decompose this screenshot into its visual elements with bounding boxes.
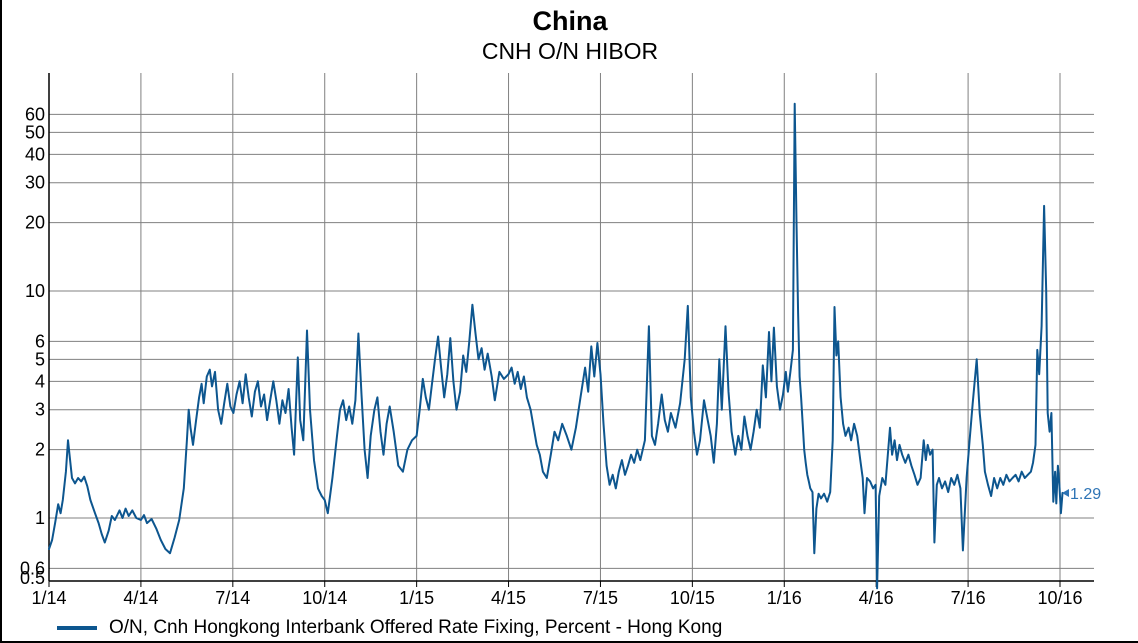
x-tick-label: 1/14 [31, 588, 66, 608]
series-line [48, 102, 1064, 590]
y-tick-label: 40 [25, 144, 45, 164]
grid-layer [48, 73, 1094, 581]
y-tick-label: 3 [35, 400, 45, 420]
axis-layer [48, 73, 1094, 587]
legend-label: O/N, Cnh Hongkong Interbank Offered Rate… [109, 617, 723, 638]
x-tick-label: 10/15 [670, 588, 715, 608]
y-tick-label: 20 [25, 213, 45, 233]
y-tick-label: 6 [35, 331, 45, 351]
y-tick-label: 2 [35, 440, 45, 460]
y-tick-label: 30 [25, 173, 45, 193]
x-tick-label: 10/16 [1037, 588, 1082, 608]
x-tick-label: 7/14 [215, 588, 250, 608]
x-tick-label: 10/14 [302, 588, 347, 608]
x-tick-label: 4/16 [859, 588, 894, 608]
y-tick-label: 5 [35, 349, 45, 369]
x-tick-label: 1/16 [767, 588, 802, 608]
x-tick-label: 4/14 [123, 588, 158, 608]
x-tick-label: 7/16 [951, 588, 986, 608]
y-tick-label: 4 [35, 371, 45, 391]
y-tick-label: 60 [25, 104, 45, 124]
chart-title: China [532, 6, 608, 36]
last-value-label: 1.29 [1070, 486, 1101, 503]
end-marker-icon [1062, 489, 1069, 497]
chart-subtitle: CNH O/N HIBOR [481, 38, 659, 64]
y-tick-label: 50 [25, 122, 45, 142]
x-tick-label: 4/15 [491, 588, 526, 608]
y-tick-label: 0.5 [20, 568, 45, 588]
series-layer [48, 102, 1064, 590]
legend: O/N, Cnh Hongkong Interbank Offered Rate… [57, 616, 722, 640]
y-tick-label: 1 [35, 508, 45, 528]
y-tick-label: 10 [25, 281, 45, 301]
x-tick-label: 1/15 [399, 588, 434, 608]
legend-line-swatch-icon [57, 626, 97, 630]
y-tick-label: 0.6 [20, 558, 45, 578]
last-value-annotation: 1.29 [1062, 486, 1101, 503]
x-tick-label: 7/15 [583, 588, 618, 608]
